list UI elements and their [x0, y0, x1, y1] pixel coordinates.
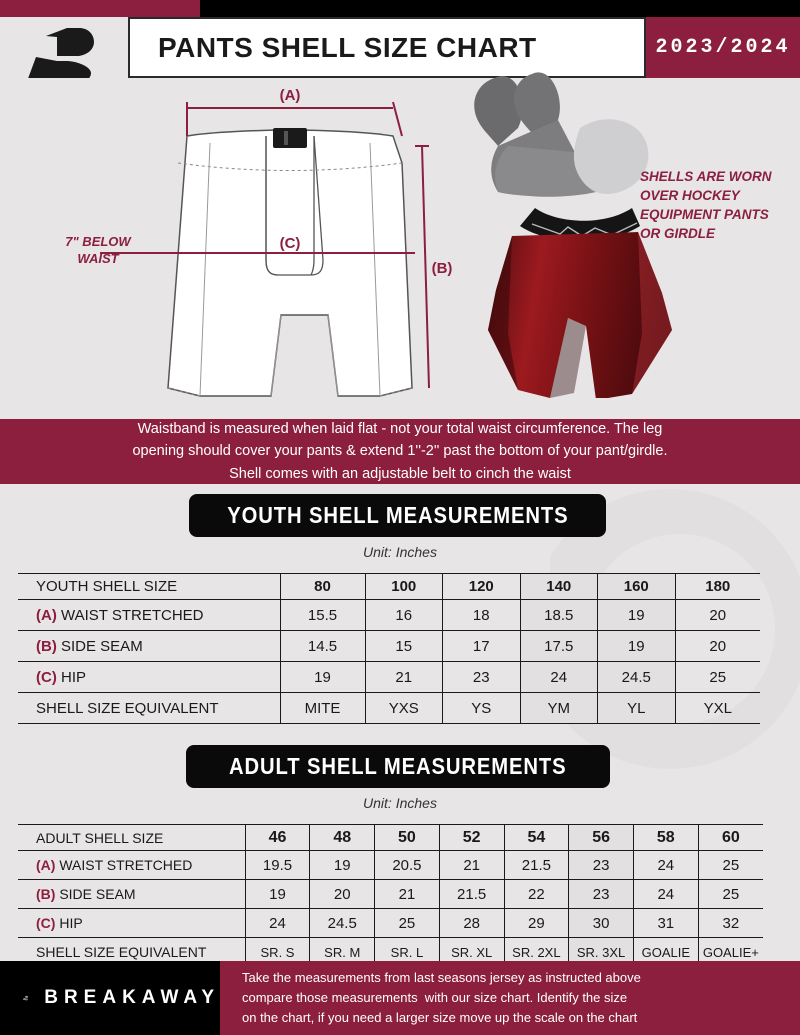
svg-text:(C): (C) [280, 235, 301, 252]
svg-text:(A): (A) [280, 88, 301, 104]
svg-text:7" BELOW: 7" BELOW [65, 234, 132, 249]
svg-text:WAIST: WAIST [77, 251, 119, 266]
